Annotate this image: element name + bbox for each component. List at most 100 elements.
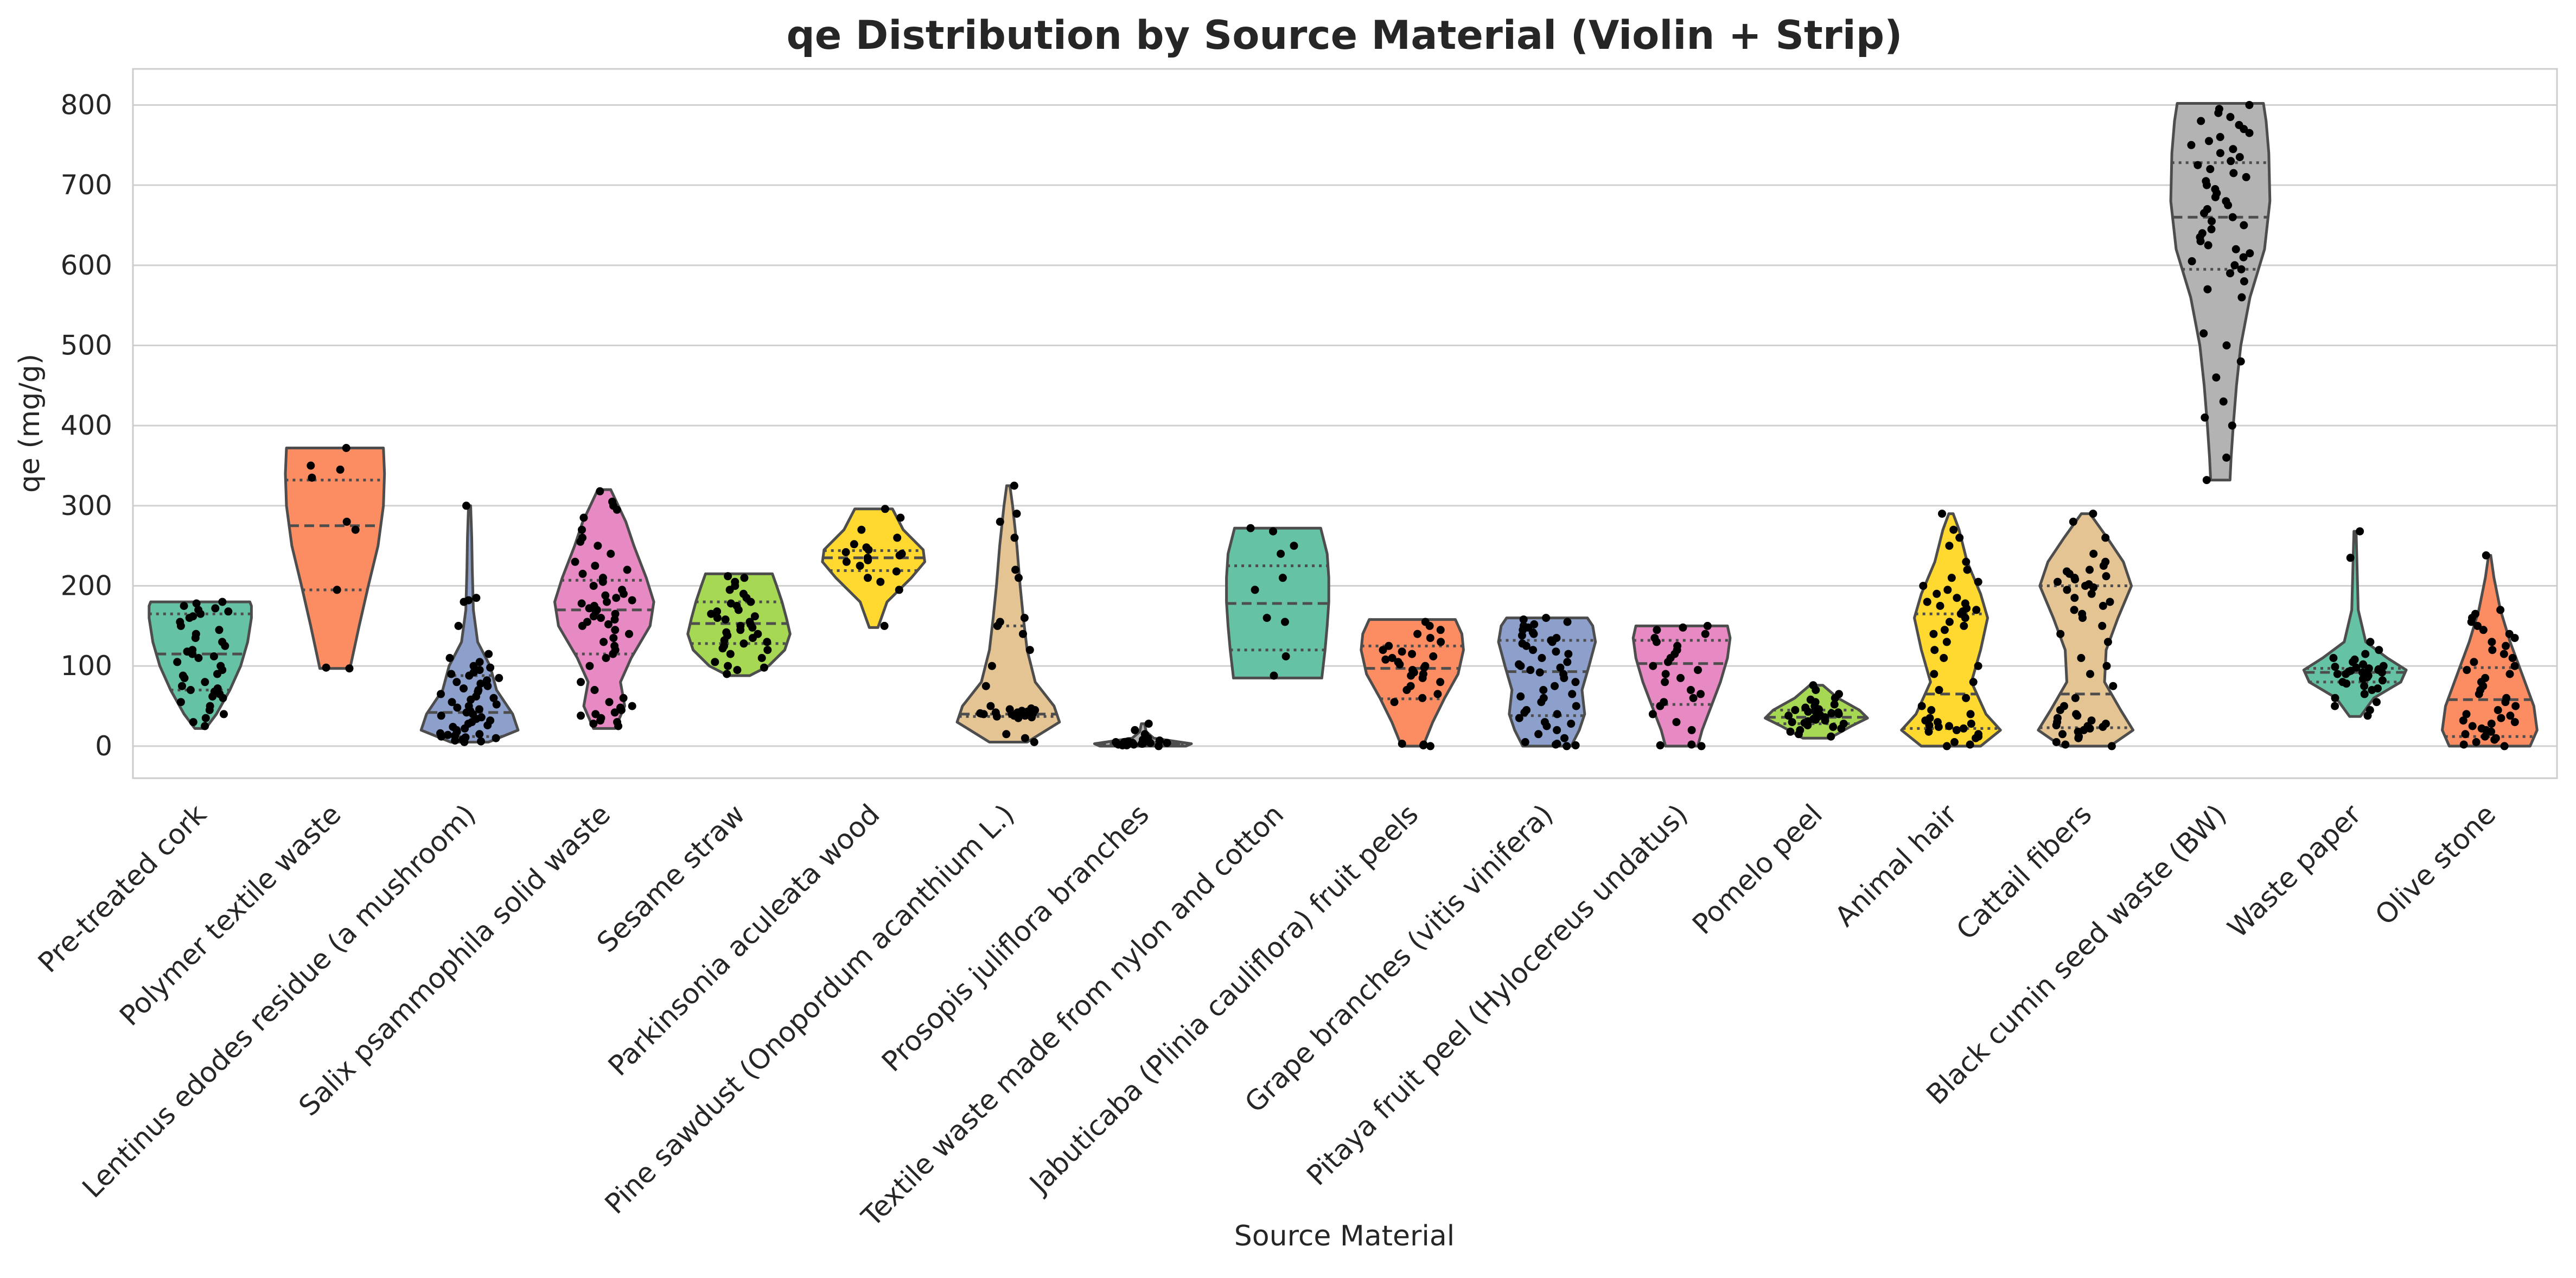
strip-point [609, 634, 618, 643]
strip-point [1923, 597, 1931, 606]
strip-point [2087, 716, 2096, 725]
strip-point [2212, 373, 2221, 382]
strip-point [2106, 597, 2114, 606]
strip-point [180, 602, 188, 610]
strip-point [2205, 137, 2213, 145]
strip-point [192, 599, 201, 608]
strip-point [2245, 101, 2254, 109]
strip-point [218, 597, 227, 606]
strip-point [2087, 589, 2096, 598]
strip-point [880, 621, 889, 630]
strip-point [1694, 666, 1702, 675]
strip-point [1002, 730, 1011, 739]
strip-point [307, 461, 315, 470]
strip-point [220, 710, 228, 719]
strip-point [1933, 718, 1942, 727]
strip-point [1962, 557, 1971, 566]
strip-point [986, 702, 995, 710]
strip-point [2360, 690, 2369, 698]
strip-point [436, 729, 444, 737]
strip-point [2222, 453, 2231, 462]
strip-point [1437, 638, 1445, 646]
strip-point [192, 630, 200, 638]
strip-point [1516, 692, 1525, 701]
strip-point [1552, 647, 1560, 656]
strip-point [625, 630, 633, 638]
strip-point [1529, 646, 1537, 654]
strip-point [2462, 710, 2471, 719]
strip-point [1280, 618, 1289, 626]
strip-point [1433, 690, 1442, 698]
strip-point [1924, 727, 1933, 736]
strip-point [2063, 586, 2071, 594]
y-tick-label: 800 [61, 89, 112, 120]
strip-point [2502, 641, 2510, 650]
strip-point [1018, 707, 1026, 715]
strip-point [2500, 742, 2509, 751]
strip-point [1952, 726, 1961, 734]
strip-point [1962, 694, 1971, 702]
strip-point [1277, 550, 1285, 558]
strip-point [2374, 684, 2382, 693]
violin-group [2037, 510, 2135, 751]
strip-point [750, 612, 759, 621]
strip-point [1281, 652, 1290, 660]
strip-point [2356, 527, 2364, 536]
strip-point [1021, 734, 1029, 742]
strip-point [1572, 702, 1580, 710]
violin-body [2037, 512, 2135, 748]
strip-point [896, 513, 905, 522]
strip-point [2078, 609, 2087, 618]
strip-point [1246, 524, 1255, 532]
strip-point [462, 501, 470, 510]
strip-point [2202, 177, 2210, 186]
strip-point [1949, 525, 1958, 534]
strip-point [1943, 586, 1952, 594]
strip-point [1961, 599, 1969, 608]
strip-point [1940, 626, 1949, 634]
strip-point [1519, 621, 1528, 630]
strip-point [218, 638, 227, 646]
strip-point [1942, 742, 1951, 751]
strip-point [857, 525, 866, 534]
strip-point [188, 646, 197, 654]
strip-point [2211, 185, 2220, 193]
strip-point [579, 513, 588, 522]
strip-point [1530, 620, 1539, 628]
strip-point [1801, 703, 1810, 712]
strip-point [2461, 730, 2470, 739]
strip-point [2054, 577, 2062, 586]
strip-point [2187, 141, 2196, 149]
strip-point [2510, 662, 2519, 670]
strip-point [201, 714, 210, 722]
strip-point [1927, 706, 1936, 714]
strip-point [1551, 682, 1559, 690]
strip-point [1703, 621, 1712, 630]
strip-point [2201, 413, 2209, 422]
strip-point [1278, 574, 1287, 582]
strip-point [623, 565, 632, 574]
strip-point [322, 663, 330, 672]
strip-point [757, 654, 766, 662]
strip-point [2070, 606, 2078, 614]
strip-point [2358, 668, 2367, 677]
strip-point [841, 548, 850, 556]
strip-point [1556, 663, 1565, 672]
strip-point [1839, 720, 1848, 728]
strip-point [2227, 157, 2235, 166]
strip-point [2331, 702, 2339, 710]
strip-point [2235, 120, 2243, 129]
strip-point [2107, 742, 2116, 751]
y-tick-labels: 0 100 200 300 400 500 600 700 800 [61, 89, 112, 761]
strip-point [1955, 533, 1964, 542]
strip-point [1649, 662, 1657, 670]
strip-point [2350, 655, 2359, 664]
violin-group [1631, 621, 1732, 751]
strip-point [577, 678, 585, 686]
strip-point [976, 709, 985, 717]
y-tick-label: 200 [61, 570, 112, 602]
strip-point [571, 557, 579, 566]
strip-point [2494, 706, 2502, 714]
strip-point [1112, 738, 1120, 746]
